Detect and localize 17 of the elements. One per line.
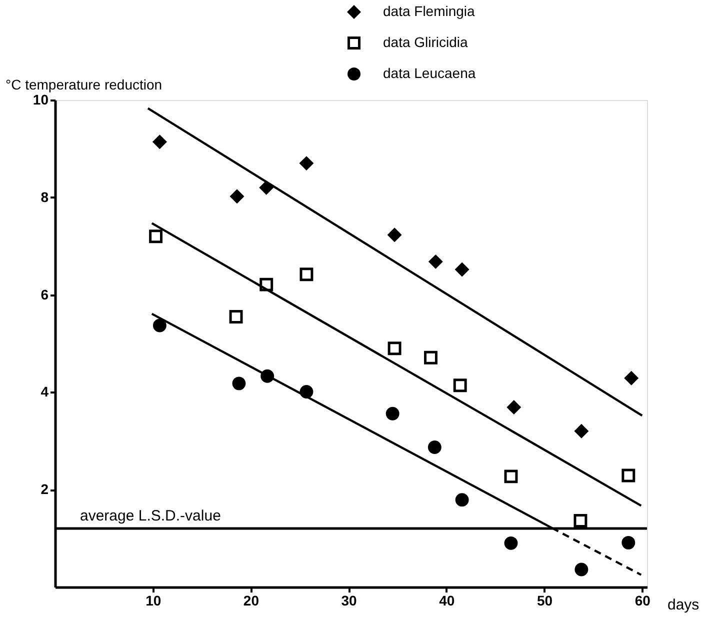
y-tick-label: 6 [40, 286, 49, 302]
x-axis-title: days [668, 596, 700, 614]
x-tick-label: 20 [243, 592, 260, 608]
legend-label: data Flemingia [383, 3, 476, 19]
y-tick-label: 2 [40, 481, 49, 498]
x-tick-label: 50 [536, 592, 553, 608]
x-tick-label: 10 [146, 592, 162, 608]
x-tick-label: 60 [634, 592, 651, 608]
y-axis-title: °C temperature reduction [6, 76, 162, 92]
x-tick-label: 40 [439, 592, 455, 608]
y-tick-label: 8 [40, 188, 49, 205]
legend-label: data Gliricidia [383, 34, 468, 50]
ref-line-label: average L.S.D.-value [80, 508, 221, 525]
x-tick-label: 30 [341, 592, 358, 608]
y-tick-label: 4 [40, 384, 49, 400]
y-tick-label: 10 [32, 92, 49, 108]
legend-label: data Leucaena [383, 65, 476, 81]
